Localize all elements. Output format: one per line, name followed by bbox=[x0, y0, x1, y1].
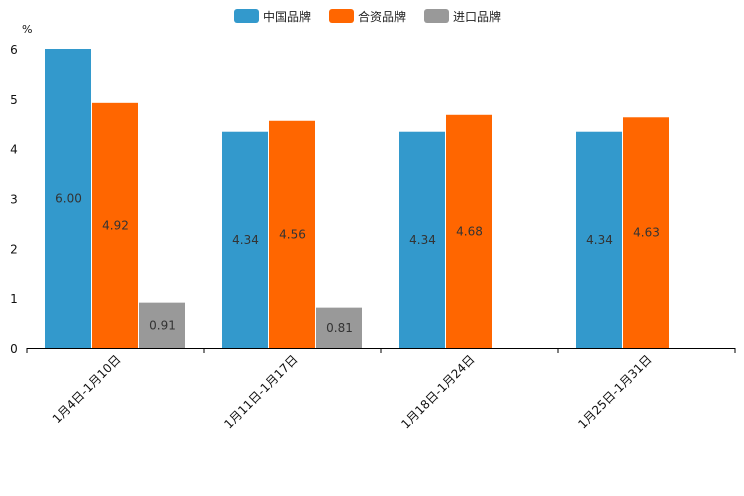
y-tick-label: 4 bbox=[10, 143, 18, 157]
bar-1-0 bbox=[92, 102, 138, 348]
data-label-2-1: 0.81 bbox=[326, 321, 353, 335]
bar-2-0 bbox=[139, 302, 185, 348]
data-label-0-3: 4.34 bbox=[586, 233, 613, 247]
data-label-1-0: 4.92 bbox=[102, 218, 129, 232]
bars bbox=[45, 49, 669, 348]
data-label-2-0: 0.91 bbox=[149, 318, 176, 332]
bar-0-1 bbox=[222, 131, 268, 348]
x-axis: 1月4日-1月10日 1月11日-1月17日 1月18日-1月24日 1月25日-1月… bbox=[26, 348, 736, 432]
legend-label-2: 进口品牌 bbox=[453, 10, 501, 24]
y-tick-label: 6 bbox=[10, 43, 18, 57]
bar-1-2 bbox=[446, 114, 492, 348]
x-tick-label-0: 1月4日-1月10日 bbox=[50, 352, 124, 426]
x-tick-label-3: 1月25日-1月31日 bbox=[575, 352, 654, 431]
legend-swatch-0 bbox=[234, 9, 259, 23]
bar-2-1 bbox=[316, 307, 362, 348]
y-axis: 0 1 2 3 4 5 6 bbox=[10, 43, 18, 356]
y-tick-label: 2 bbox=[10, 242, 18, 256]
data-label-1-2: 4.68 bbox=[456, 224, 483, 238]
y-tick-label: 5 bbox=[10, 93, 18, 107]
bar-1-1 bbox=[269, 120, 315, 348]
data-label-1-3: 4.63 bbox=[633, 226, 660, 240]
data-label-0-0: 6.00 bbox=[55, 192, 82, 206]
legend-swatch-1 bbox=[329, 9, 354, 23]
legend-label-0: 中国品牌 bbox=[263, 9, 311, 24]
y-tick-label: 1 bbox=[10, 292, 18, 306]
legend-swatch-2 bbox=[424, 9, 449, 23]
data-label-1-1: 4.56 bbox=[279, 227, 306, 241]
legend: 中国品牌 合资品牌 进口品牌 bbox=[234, 9, 501, 24]
bar-0-0 bbox=[45, 49, 91, 348]
y-tick-label: 0 bbox=[10, 342, 18, 356]
x-tick-label-2: 1月18日-1月24日 bbox=[398, 352, 477, 431]
data-label-0-2: 4.34 bbox=[409, 233, 436, 247]
bar-0-2 bbox=[399, 131, 445, 348]
y-axis-unit-label: % bbox=[22, 23, 32, 36]
data-labels: 6.00 4.92 0.91 4.34 4.56 0.81 4.34 4.68 4.34 4.63 bbox=[55, 192, 660, 335]
bar-1-3 bbox=[623, 117, 669, 348]
y-tick-label: 3 bbox=[10, 193, 18, 207]
x-tick-label-1: 1月11日-1月17日 bbox=[221, 352, 300, 431]
bar-0-3 bbox=[576, 131, 622, 348]
legend-label-1: 合资品牌 bbox=[358, 9, 406, 24]
data-label-0-1: 4.34 bbox=[232, 233, 259, 247]
